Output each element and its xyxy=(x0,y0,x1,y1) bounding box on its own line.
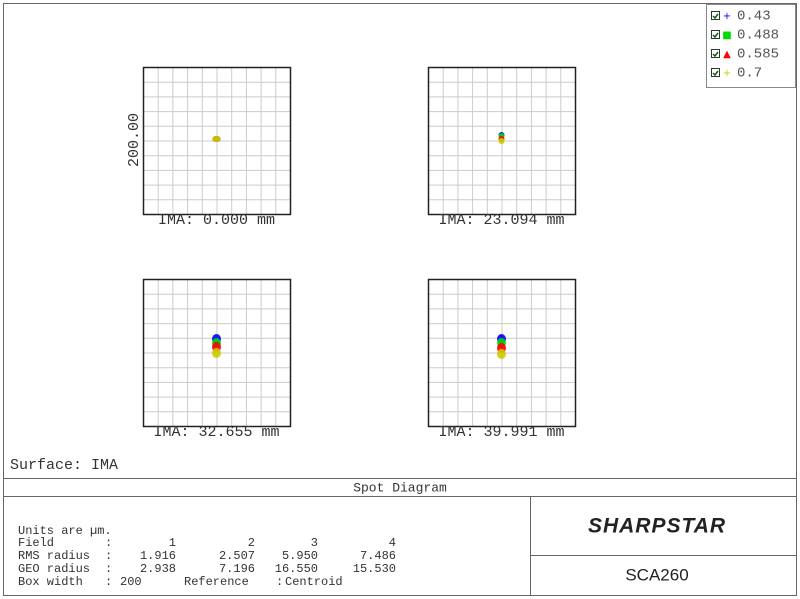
legend-checkbox xyxy=(711,68,720,77)
row-label: Box width xyxy=(18,575,83,589)
field-label: IMA: 39.991 mm xyxy=(438,424,564,441)
legend-marker: ■ xyxy=(722,30,731,41)
separator: : xyxy=(276,575,283,589)
legend-label: 0.488 xyxy=(737,28,779,44)
field-label: IMA: 0.000 mm xyxy=(158,212,275,229)
surface-label: Surface: IMA xyxy=(10,457,118,474)
legend-checkbox xyxy=(711,30,720,39)
cell: 1 xyxy=(169,536,176,550)
spot-panel: IMA: 32.655 mm xyxy=(142,278,292,441)
legend-checkbox xyxy=(711,11,720,20)
field-label: IMA: 23.094 mm xyxy=(438,212,564,229)
legend-check xyxy=(712,13,719,20)
panel-border xyxy=(427,278,577,428)
spot-panel: IMA: 23.094 mm xyxy=(427,66,577,229)
spot xyxy=(498,138,505,144)
row-label: RMS radius xyxy=(18,549,90,563)
row-label: GEO radius xyxy=(18,562,90,576)
legend-label: 0.7 xyxy=(737,66,762,82)
cell: 2 xyxy=(248,536,255,550)
cell: 2.938 xyxy=(140,562,176,576)
cell: 4 xyxy=(389,536,396,550)
spot-panel: IMA: 0.000 mm xyxy=(142,66,292,229)
legend-label: 0.585 xyxy=(737,47,779,63)
legend-label: 0.43 xyxy=(737,9,771,25)
separator: : xyxy=(105,562,112,576)
legend-marker: + xyxy=(723,11,731,22)
spot-panel: IMA: 39.991 mm xyxy=(427,278,577,441)
cell: 1.916 xyxy=(140,549,176,563)
separator: : xyxy=(105,575,112,589)
legend-marker: + xyxy=(723,68,731,79)
row-label: Field xyxy=(18,536,54,550)
cell: 5.950 xyxy=(282,549,318,563)
scale-label: 200.00 xyxy=(126,113,143,167)
panel-border xyxy=(142,66,292,216)
cell: 2.507 xyxy=(219,549,255,563)
spot xyxy=(212,136,221,142)
brand-logo: SHARPSTAR xyxy=(588,515,726,538)
panel-border xyxy=(142,278,292,428)
legend-check xyxy=(712,51,719,58)
units-note: Units are µm. xyxy=(18,524,112,538)
model-name: SCA260 xyxy=(625,565,688,584)
separator: : xyxy=(105,549,112,563)
cell: 15.530 xyxy=(353,562,396,576)
legend-marker: ▲ xyxy=(723,49,731,60)
cell: 7.196 xyxy=(219,562,255,576)
legend-check xyxy=(712,32,719,39)
field-label: IMA: 32.655 mm xyxy=(153,424,279,441)
cell: 200 xyxy=(120,575,142,589)
cell: Centroid xyxy=(285,575,343,589)
legend-checkbox xyxy=(711,49,720,58)
row-label: Reference xyxy=(184,575,249,589)
legend-check xyxy=(712,70,719,77)
spot xyxy=(497,349,506,359)
spot xyxy=(212,348,221,358)
cell: 7.486 xyxy=(360,549,396,563)
cell: 3 xyxy=(311,536,318,550)
frame xyxy=(3,3,797,596)
title: Spot Diagram xyxy=(353,480,447,495)
separator: : xyxy=(105,536,112,550)
panel-border xyxy=(427,66,577,216)
legend-box xyxy=(706,4,796,88)
cell: 16.550 xyxy=(275,562,318,576)
